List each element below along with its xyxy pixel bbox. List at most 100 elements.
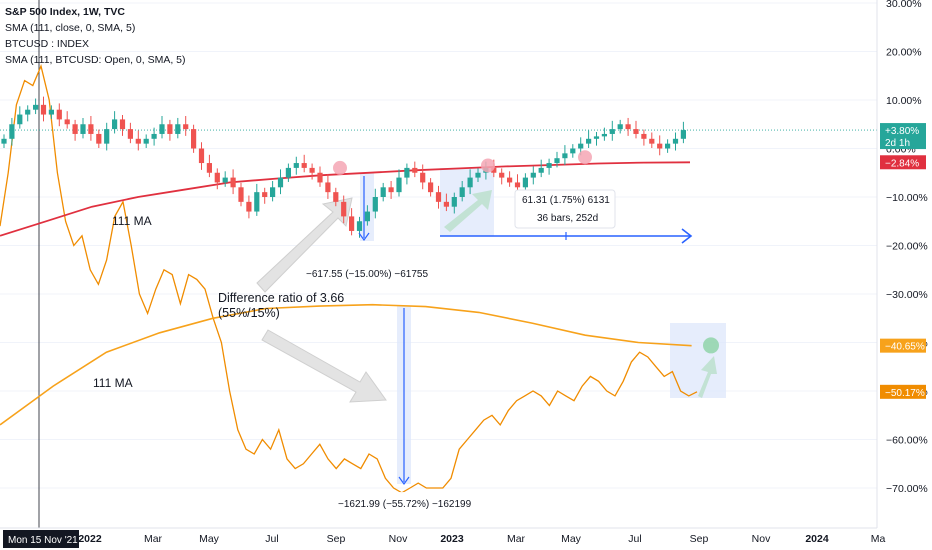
candle-body <box>578 143 584 149</box>
candle-body <box>499 172 505 178</box>
sp-ma-label: 111 MA <box>112 214 152 228</box>
btc-arrow <box>261 329 387 403</box>
drawing-arrows <box>256 190 717 403</box>
candle-body <box>1 138 7 144</box>
y-tick-label: 10.00% <box>886 95 922 107</box>
candle-body <box>112 119 118 130</box>
x-tick-label: Mar <box>144 533 163 545</box>
candle-body <box>285 167 291 178</box>
price-tag <box>880 155 926 170</box>
candle-body <box>33 104 39 110</box>
marker-dot <box>578 150 592 165</box>
candle-body <box>214 172 220 183</box>
candle-body <box>151 133 157 139</box>
candle-body <box>88 124 94 134</box>
price-tag <box>880 384 926 399</box>
candle-body <box>119 119 126 130</box>
candle-body <box>467 177 473 188</box>
candle-body <box>80 124 86 134</box>
sp-ma-line <box>0 161 691 237</box>
candle-body <box>356 221 363 231</box>
candle-body <box>277 177 284 188</box>
candle-body <box>293 163 299 168</box>
candle-body <box>625 124 631 130</box>
svg-text:Mon 15 Nov '21: Mon 15 Nov '21 <box>8 535 78 546</box>
candle-body <box>143 138 149 144</box>
sp-range-label: 61.31 (1.75%) 6131 36 bars, 252d <box>514 189 616 229</box>
sp-drop-label: −617.55 (−15.00%) −61755 <box>296 262 480 284</box>
candle-body <box>420 172 426 183</box>
marker-dot <box>333 160 347 175</box>
candle-body <box>530 172 536 178</box>
y-axis: 30.00%20.00%10.00%0.00%−10.00%−20.00%−30… <box>876 0 928 528</box>
svg-text:36 bars, 252d: 36 bars, 252d <box>537 213 598 224</box>
candle-body <box>325 182 331 193</box>
candle-body <box>309 167 315 173</box>
y-tick-label: 20.00% <box>886 47 922 59</box>
y-tick-label: −20.00% <box>886 241 928 253</box>
candle-body <box>56 109 62 120</box>
candle-body <box>657 143 663 149</box>
candle-body <box>554 158 560 164</box>
candle-body <box>341 201 347 217</box>
candle-body <box>64 119 70 125</box>
candle-body <box>48 109 54 115</box>
candle-body <box>546 163 552 168</box>
svg-text:61.31 (1.75%) 6131: 61.31 (1.75%) 6131 <box>522 195 610 206</box>
candle-body <box>404 167 410 178</box>
green-arrow <box>444 190 492 232</box>
btc-line <box>0 64 698 494</box>
price-tags: +3.80%2d 1h −2.84% −40.65% −50.17% <box>880 123 926 399</box>
candle-body <box>649 138 655 144</box>
price-tag-text: +3.80% <box>885 126 919 137</box>
x-tick-label: May <box>199 533 220 545</box>
candle-body <box>72 124 78 134</box>
candle-body <box>570 148 576 154</box>
marker-dots <box>333 150 719 354</box>
btc-ma-label: 111 MA <box>93 376 133 390</box>
candle-body <box>428 182 434 193</box>
candle-body <box>388 187 394 193</box>
candle-body <box>665 143 671 149</box>
marker-dot <box>703 337 719 354</box>
x-tick-label: May <box>561 533 582 545</box>
candle-body <box>254 192 260 212</box>
candle-body <box>206 163 212 173</box>
x-tick-label: Jul <box>628 533 641 545</box>
candle-body <box>680 130 686 139</box>
x-axis: 2022 Mar May Jul Sep Nov 2023 Mar May Jul Sep Nov 20… <box>0 527 886 545</box>
candle-body <box>522 177 528 188</box>
candle-body <box>514 182 521 188</box>
chart-legend: S&P 500 Index, 1W, TVC SMA (111, close, … <box>5 4 186 68</box>
legend-btc-sma: SMA (111, BTCUSD: Open, 0, SMA, 5) <box>5 54 186 66</box>
candle-body <box>443 201 449 207</box>
x-tick-label: 2024 <box>805 533 829 545</box>
candle-body <box>270 187 276 197</box>
candle-body <box>459 187 465 197</box>
x-tick-label: Jul <box>265 533 278 545</box>
candle-body <box>175 124 181 134</box>
candle-body <box>380 187 386 197</box>
candle-body <box>167 124 173 134</box>
x-tick-label: 2022 <box>78 533 102 545</box>
candle-body <box>609 129 615 134</box>
btc-drop-label: −1621.99 (−55.72%) −162199 <box>332 492 492 514</box>
price-tag-text: −40.65% <box>885 342 925 353</box>
candle-body <box>364 211 370 222</box>
y-tick-label: −30.00% <box>886 289 928 301</box>
candle-body <box>633 129 639 134</box>
y-tick-label: −70.00% <box>886 483 928 495</box>
candle-body <box>159 124 165 134</box>
x-tick-label: Nov <box>752 533 771 545</box>
candle-body <box>96 133 102 144</box>
candle-body <box>317 172 323 183</box>
candle-body <box>222 177 228 183</box>
candle-body <box>538 167 544 173</box>
x-tick-label: Ma <box>871 533 886 545</box>
candle-body <box>475 172 481 178</box>
sp-range-arrowhead <box>681 228 693 244</box>
candle-body <box>601 133 607 137</box>
candle-body <box>451 197 457 207</box>
candle-body <box>238 187 244 202</box>
